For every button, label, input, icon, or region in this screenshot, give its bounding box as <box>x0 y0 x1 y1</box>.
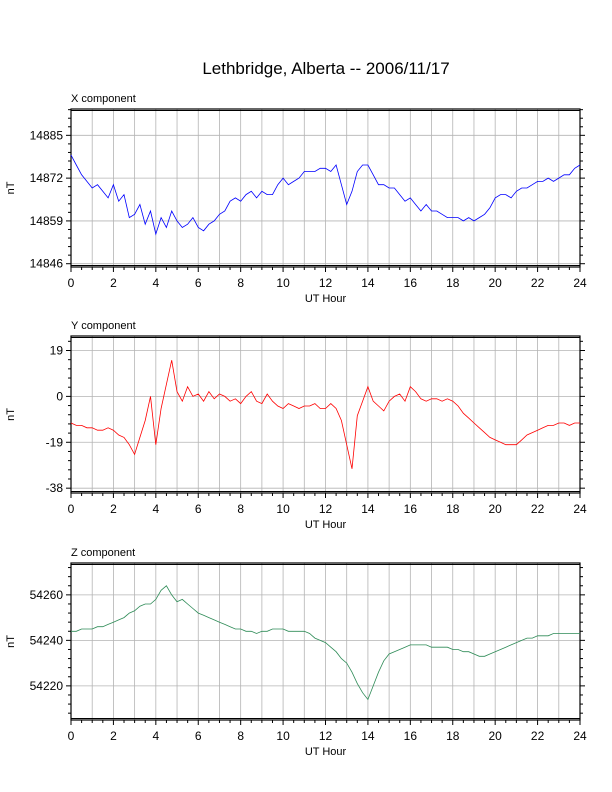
x-tick-label-14: 14 <box>361 729 375 743</box>
x-tick-label-18: 18 <box>446 502 460 516</box>
x-tick-label-6: 6 <box>195 276 202 290</box>
x-tick-label-2: 2 <box>110 502 117 516</box>
y-tick-label-19: -19 <box>46 435 64 449</box>
x-tick-label-0: 0 <box>68 729 75 743</box>
y-axis-label: nT <box>5 408 17 421</box>
z-component-label: Z component <box>71 547 135 559</box>
y-component-label: Y component <box>71 320 136 332</box>
y-tick-label-0: 0 <box>56 389 63 403</box>
x-tick-label-4: 4 <box>152 502 159 516</box>
x-tick-label-0: 0 <box>68 276 75 290</box>
x-tick-label-4: 4 <box>152 276 159 290</box>
x-tick-label-24: 24 <box>573 502 587 516</box>
x-tick-label-0: 0 <box>68 502 75 516</box>
y-tick-label-14872: 14872 <box>30 171 64 185</box>
x-component-label: X component <box>71 93 136 105</box>
y-tick-label-54260: 54260 <box>30 588 64 602</box>
x-tick-label-6: 6 <box>195 502 202 516</box>
x-tick-label-14: 14 <box>361 502 375 516</box>
x-tick-label-16: 16 <box>404 729 418 743</box>
y-tick-label-38: -38 <box>46 481 64 495</box>
y-axis-label: nT <box>5 635 17 648</box>
x-tick-label-22: 22 <box>531 729 545 743</box>
x-tick-label-8: 8 <box>237 729 244 743</box>
x-tick-label-18: 18 <box>446 729 460 743</box>
x-tick-label-2: 2 <box>110 276 117 290</box>
y-tick-label-54240: 54240 <box>30 633 64 647</box>
y-tick-label-14846: 14846 <box>30 257 64 271</box>
x-tick-label-8: 8 <box>237 502 244 516</box>
x-tick-label-18: 18 <box>446 276 460 290</box>
x-tick-label-24: 24 <box>573 729 587 743</box>
x-tick-label-16: 16 <box>404 276 418 290</box>
z-component-series-line <box>71 585 580 701</box>
x-tick-label-2: 2 <box>110 729 117 743</box>
x-axis-label: UT Hour <box>305 519 347 531</box>
x-axis-label: UT Hour <box>305 746 347 758</box>
x-tick-label-12: 12 <box>319 729 333 743</box>
x-tick-label-24: 24 <box>573 276 587 290</box>
x-tick-label-22: 22 <box>531 502 545 516</box>
x-tick-label-20: 20 <box>488 502 502 516</box>
x-axis-label: UT Hour <box>305 293 347 305</box>
x-tick-label-6: 6 <box>195 729 202 743</box>
x-tick-label-20: 20 <box>488 729 502 743</box>
x-tick-label-8: 8 <box>237 276 244 290</box>
x-component-series-line <box>70 154 581 236</box>
x-tick-label-14: 14 <box>361 276 375 290</box>
x-tick-label-10: 10 <box>276 502 290 516</box>
y-tick-label-14885: 14885 <box>30 128 64 142</box>
x-tick-label-10: 10 <box>276 729 290 743</box>
y-axis-label: nT <box>5 181 17 194</box>
x-tick-label-22: 22 <box>531 276 545 290</box>
x-tick-label-16: 16 <box>404 502 418 516</box>
y-tick-label-19: 19 <box>50 343 64 357</box>
x-tick-label-10: 10 <box>276 276 290 290</box>
x-tick-label-12: 12 <box>319 276 333 290</box>
y-tick-label-54220: 54220 <box>30 679 64 693</box>
x-tick-label-20: 20 <box>488 276 502 290</box>
x-tick-label-12: 12 <box>319 502 333 516</box>
chart-title: Lethbridge, Alberta -- 2006/11/17 <box>202 59 450 78</box>
y-tick-label-14859: 14859 <box>30 214 64 228</box>
y-component-series-line <box>70 360 580 469</box>
x-tick-label-4: 4 <box>152 729 159 743</box>
